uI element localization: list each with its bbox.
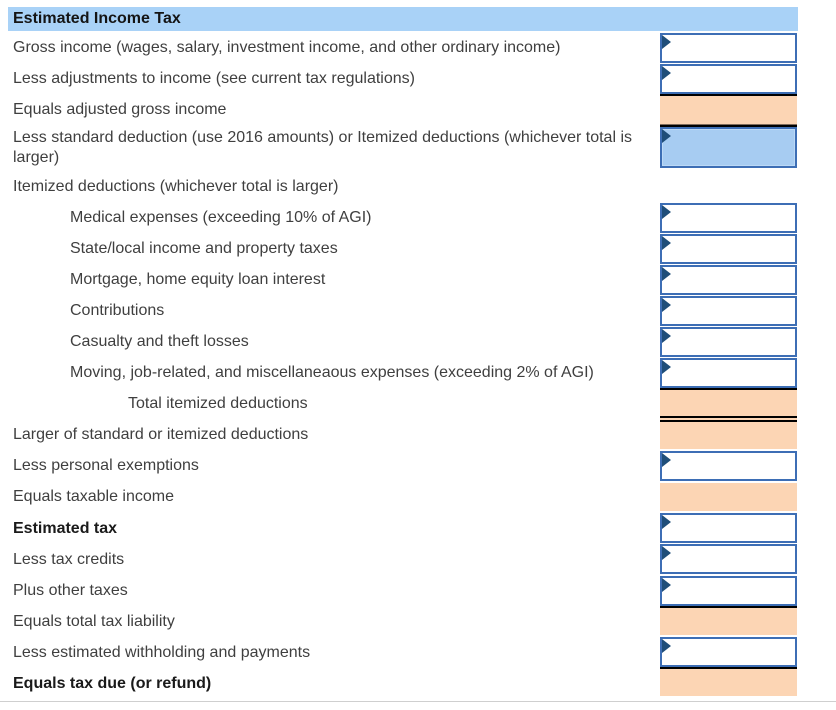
- adjusted-gross-income-cell: [660, 96, 797, 125]
- row-label-moving-misc: Moving, job-related, and miscellaneaous …: [70, 364, 594, 381]
- input-marker-icon: [662, 453, 671, 467]
- input-marker-icon: [662, 639, 671, 653]
- estimated-tax-input[interactable]: [660, 513, 797, 543]
- row-label-total-itemized: Total itemized deductions: [128, 395, 308, 412]
- row-label-personal-exemptions: Less personal exemptions: [13, 457, 199, 474]
- input-marker-icon: [662, 515, 671, 529]
- total-tax-liability-cell: [660, 608, 797, 635]
- casualty-theft-input[interactable]: [660, 327, 797, 357]
- input-marker-icon: [662, 578, 671, 592]
- row-label-mortgage-interest: Mortgage, home equity loan interest: [70, 271, 326, 288]
- bottom-divider: [0, 701, 836, 702]
- row-label-casualty-theft: Casualty and theft losses: [70, 333, 249, 350]
- total-itemized-deductions-cell: [660, 390, 797, 422]
- input-marker-icon: [662, 329, 671, 343]
- input-marker-icon: [662, 546, 671, 560]
- tax-due-refund-cell: [660, 669, 797, 696]
- row-label-contributions: Contributions: [70, 302, 165, 319]
- row-label-total-tax-liability: Equals total tax liability: [13, 613, 175, 630]
- row-label-itemized-deductions: Itemized deductions (whichever total is …: [13, 178, 339, 195]
- adjustments-to-income-input[interactable]: [660, 64, 797, 94]
- section-header: Estimated Income Tax: [8, 7, 798, 31]
- row-label-other-taxes: Plus other taxes: [13, 582, 128, 599]
- row-label-state-local-taxes: State/local income and property taxes: [70, 240, 338, 257]
- row-label-estimated-tax: Estimated tax: [13, 520, 118, 537]
- row-label-adjustments-to-income: Less adjustments to income (see current …: [13, 70, 415, 87]
- gross-income-input[interactable]: [660, 33, 797, 63]
- row-label-tax-due-refund: Equals tax due (or refund): [13, 675, 212, 692]
- row-label-standard-or-itemized: Less standard deduction (use 2016 amount…: [13, 129, 633, 166]
- contributions-input[interactable]: [660, 296, 797, 326]
- personal-exemptions-input[interactable]: [660, 451, 797, 481]
- row-label-withholding-payments: Less estimated withholding and payments: [13, 644, 311, 661]
- mortgage-interest-input[interactable]: [660, 265, 797, 295]
- other-taxes-input[interactable]: [660, 576, 797, 606]
- input-marker-icon: [662, 35, 671, 49]
- section-title: Estimated Income Tax: [13, 10, 181, 27]
- input-marker-icon: [662, 205, 671, 219]
- input-marker-icon: [662, 66, 671, 80]
- input-marker-icon: [662, 360, 671, 374]
- medical-expenses-input[interactable]: [660, 203, 797, 233]
- taxable-income-cell: [660, 483, 797, 511]
- row-label-tax-credits: Less tax credits: [13, 551, 125, 568]
- standard-or-itemized-deduction-input[interactable]: [660, 127, 797, 168]
- tax-credits-input[interactable]: [660, 544, 797, 574]
- input-marker-icon: [662, 267, 671, 281]
- row-label-larger-deduction: Larger of standard or itemized deduction…: [13, 426, 309, 443]
- row-label-gross-income: Gross income (wages, salary, investment …: [13, 39, 561, 56]
- input-marker-icon: [662, 298, 671, 312]
- input-marker-icon: [662, 236, 671, 250]
- row-label-taxable-income: Equals taxable income: [13, 488, 174, 505]
- larger-deduction-cell: [660, 422, 797, 449]
- input-marker-icon: [662, 129, 671, 143]
- row-label-medical-expenses: Medical expenses (exceeding 10% of AGI): [70, 209, 372, 226]
- state-local-taxes-input[interactable]: [660, 234, 797, 264]
- moving-misc-expenses-input[interactable]: [660, 358, 797, 388]
- withholding-payments-input[interactable]: [660, 637, 797, 667]
- row-label-adjusted-gross-income: Equals adjusted gross income: [13, 101, 227, 118]
